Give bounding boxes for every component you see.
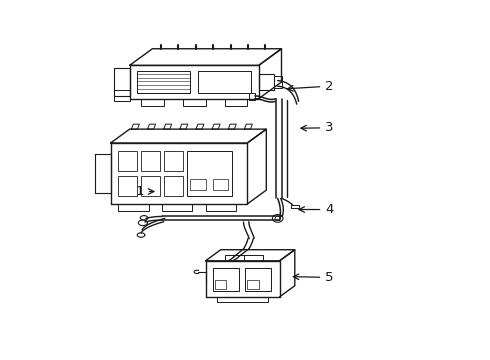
Text: 4: 4 xyxy=(299,203,334,216)
Bar xyxy=(190,179,206,190)
Bar xyxy=(137,71,190,93)
Bar xyxy=(118,176,137,196)
Text: 1: 1 xyxy=(135,185,154,198)
Bar xyxy=(247,280,259,288)
Circle shape xyxy=(275,216,280,220)
Bar xyxy=(164,151,183,171)
Bar xyxy=(141,99,164,105)
Bar xyxy=(162,204,192,211)
Bar xyxy=(217,297,268,302)
Bar xyxy=(249,93,255,100)
Bar xyxy=(245,268,271,291)
Bar xyxy=(198,71,251,93)
Bar xyxy=(141,176,160,196)
Bar xyxy=(114,90,129,102)
Bar xyxy=(141,151,160,171)
Bar xyxy=(118,151,137,171)
Bar xyxy=(206,204,236,211)
Text: 2: 2 xyxy=(288,80,334,93)
Bar xyxy=(118,204,148,211)
Bar xyxy=(215,280,226,288)
Bar xyxy=(213,268,239,291)
Bar xyxy=(213,179,228,190)
Bar xyxy=(164,176,183,196)
Bar xyxy=(187,151,232,196)
Circle shape xyxy=(272,215,283,222)
Bar xyxy=(183,99,206,105)
Bar xyxy=(224,255,244,261)
Bar xyxy=(224,99,247,105)
Text: 3: 3 xyxy=(301,121,334,134)
Bar xyxy=(274,76,282,87)
Text: 5: 5 xyxy=(294,271,334,284)
Bar xyxy=(244,255,263,261)
Bar xyxy=(259,74,274,90)
